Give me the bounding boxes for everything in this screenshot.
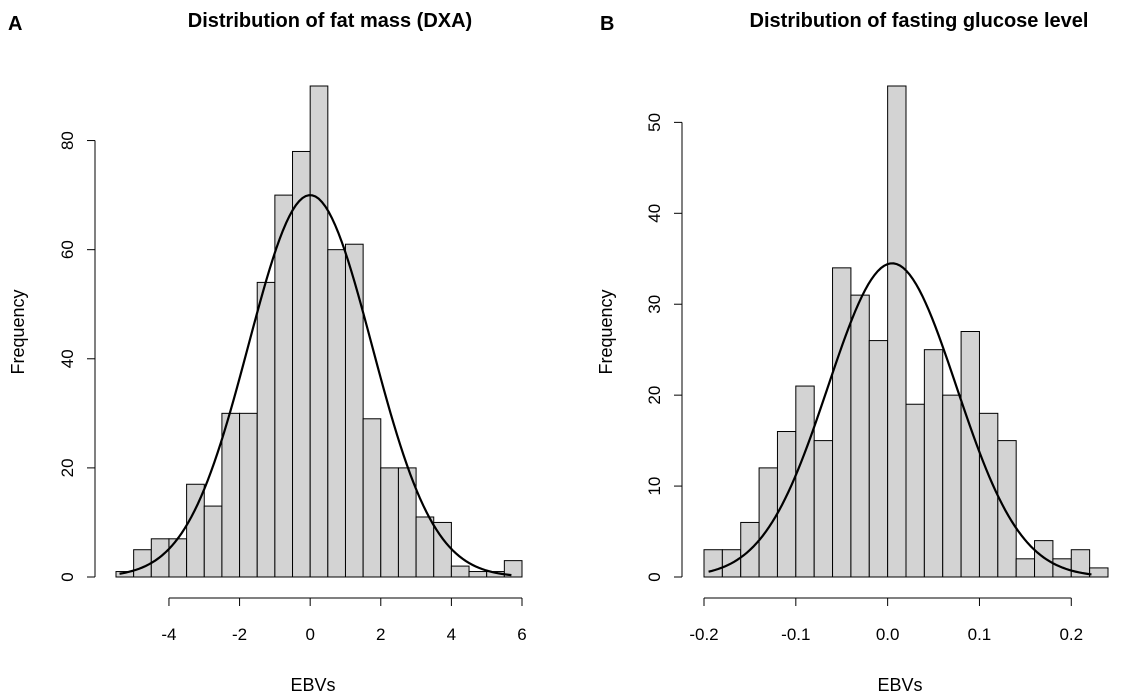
- histogram-bar: [450, 565, 470, 578]
- histogram-bar: [274, 194, 294, 578]
- histogram-bar: [380, 467, 399, 578]
- x-tick-label: 0: [305, 625, 314, 644]
- x-tick-label: 0.2: [1059, 625, 1083, 644]
- histogram-bar: [1070, 549, 1091, 578]
- histogram-bar: [239, 412, 258, 578]
- histogram-bar: [415, 516, 435, 578]
- histogram-bar: [997, 440, 1017, 578]
- histogram-bar: [813, 440, 834, 578]
- histogram-bar: [327, 249, 346, 578]
- histogram-bar: [1015, 558, 1036, 578]
- histogram-bar: [468, 571, 488, 578]
- histogram-bar: [942, 394, 962, 578]
- chart-title: Distribution of fat mass (DXA): [188, 10, 472, 32]
- y-tick-label: 50: [645, 113, 664, 132]
- histogram-bar: [960, 331, 980, 578]
- y-tick-label: 20: [58, 458, 77, 477]
- y-tick-label: 0: [645, 572, 664, 581]
- histogram-bar: [850, 294, 870, 578]
- x-axis-label: EBVs: [877, 675, 922, 695]
- histogram-bar: [256, 281, 276, 578]
- histogram-bar: [203, 505, 223, 578]
- histogram-bar: [221, 412, 241, 578]
- y-axis-label: Frequency: [596, 289, 616, 374]
- fat-mass-histogram: Distribution of fat mass (DXA)-4 -2 0 2 4 602…: [8, 10, 527, 695]
- y-tick-label: 10: [645, 477, 664, 496]
- y-tick-label: 60: [58, 240, 77, 259]
- normal-density-curve: [119, 194, 512, 577]
- histogram-bar: [503, 560, 523, 578]
- histogram-bar: [887, 85, 907, 578]
- y-tick-label: 30: [645, 295, 664, 314]
- x-tick-label: 2: [376, 625, 385, 644]
- histogram-bar: [186, 483, 205, 578]
- chart-title: Distribution of fasting glucose level: [750, 10, 1089, 32]
- histogram-bar: [795, 385, 815, 578]
- histogram-bar: [703, 549, 723, 578]
- glucose-histogram: Distribution of fasting glucose level -0.…: [596, 10, 1109, 695]
- panel-label-a: A: [8, 13, 22, 35]
- normal-density-curve: [708, 262, 1092, 576]
- y-tick-label: 80: [58, 131, 77, 150]
- x-tick-label: 0.1: [968, 625, 992, 644]
- histogram-bar: [309, 85, 329, 578]
- y-tick-label: 20: [645, 386, 664, 405]
- x-tick-label: -2: [232, 625, 247, 644]
- panel-label-b: B: [600, 13, 614, 35]
- histogram-bar: [292, 150, 311, 578]
- x-tick-label: -0.2: [689, 625, 718, 644]
- histogram-bar: [978, 412, 999, 578]
- x-tick-label: 4: [447, 625, 456, 644]
- histogram-bar: [776, 431, 797, 578]
- histogram-bar: [923, 349, 944, 578]
- x-tick-label: -4: [161, 625, 176, 644]
- x-axis-label: EBVs: [290, 675, 335, 695]
- x-tick-label: 6: [517, 625, 526, 644]
- y-axis-label: Frequency: [8, 289, 28, 374]
- histogram-bar: [362, 418, 382, 578]
- histogram-bar: [905, 403, 925, 578]
- y-tick-label: 40: [58, 349, 77, 368]
- histogram-bar: [1089, 567, 1109, 578]
- histogram-bar: [344, 243, 364, 578]
- y-tick-label: 0: [58, 572, 77, 581]
- histogram-bar: [832, 267, 852, 578]
- histogram-bar: [868, 340, 889, 578]
- y-tick-label: 40: [645, 204, 664, 223]
- x-tick-label: 0.0: [876, 625, 900, 644]
- x-tick-label: -0.1: [781, 625, 810, 644]
- histogram-bar: [758, 467, 778, 578]
